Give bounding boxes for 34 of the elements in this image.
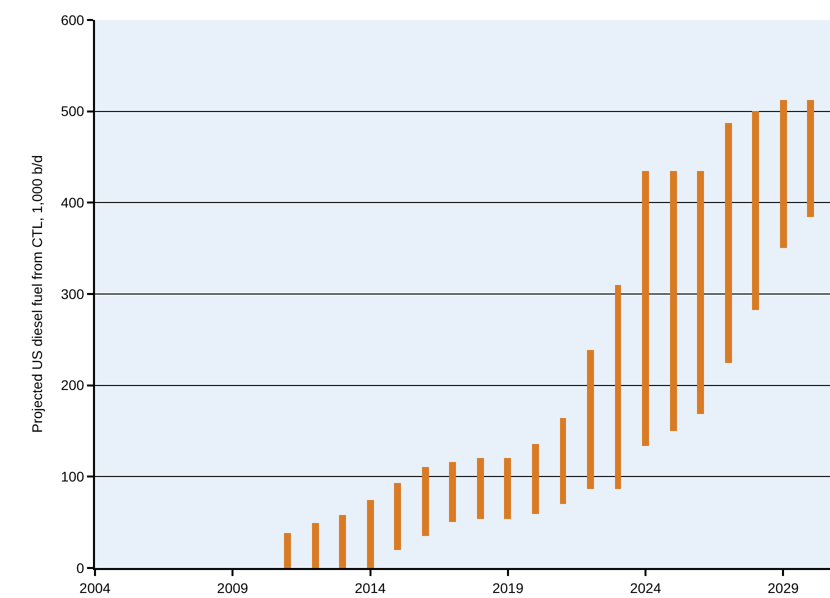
bar <box>504 458 511 519</box>
bar <box>642 171 649 446</box>
x-tick-label: 2029 <box>768 580 799 596</box>
bar <box>367 500 374 568</box>
x-tick-label: 2019 <box>492 580 524 596</box>
bar <box>422 467 429 536</box>
bar <box>752 111 759 310</box>
bar <box>807 100 814 217</box>
bar <box>394 483 401 550</box>
x-tick-label: 2014 <box>354 580 386 596</box>
bar <box>449 462 456 522</box>
bar <box>477 458 484 519</box>
y-tick-label: 100 <box>60 468 84 485</box>
y-tick-label: 500 <box>60 103 84 120</box>
bar <box>725 123 732 363</box>
y-tick-label: 400 <box>60 194 84 211</box>
bar <box>615 285 621 489</box>
y-tick-label: 0 <box>76 560 84 576</box>
bar <box>670 171 677 431</box>
bar <box>587 350 594 489</box>
y-tick-label: 200 <box>60 377 84 394</box>
x-tick-label: 2004 <box>79 580 111 596</box>
x-tick-label: 2024 <box>630 580 662 596</box>
bar <box>339 515 346 568</box>
bar <box>560 418 566 504</box>
bar <box>532 444 539 514</box>
bar <box>312 523 319 568</box>
y-tick-label: 300 <box>60 286 84 302</box>
y-tick-label: 600 <box>60 12 84 28</box>
x-tick-label: 2009 <box>217 580 248 596</box>
y-axis-title: Projected US diesel fuel from CTL, 1,000 b/d <box>28 155 45 433</box>
bar <box>697 171 704 414</box>
bar <box>780 100 787 248</box>
bar <box>284 533 291 568</box>
